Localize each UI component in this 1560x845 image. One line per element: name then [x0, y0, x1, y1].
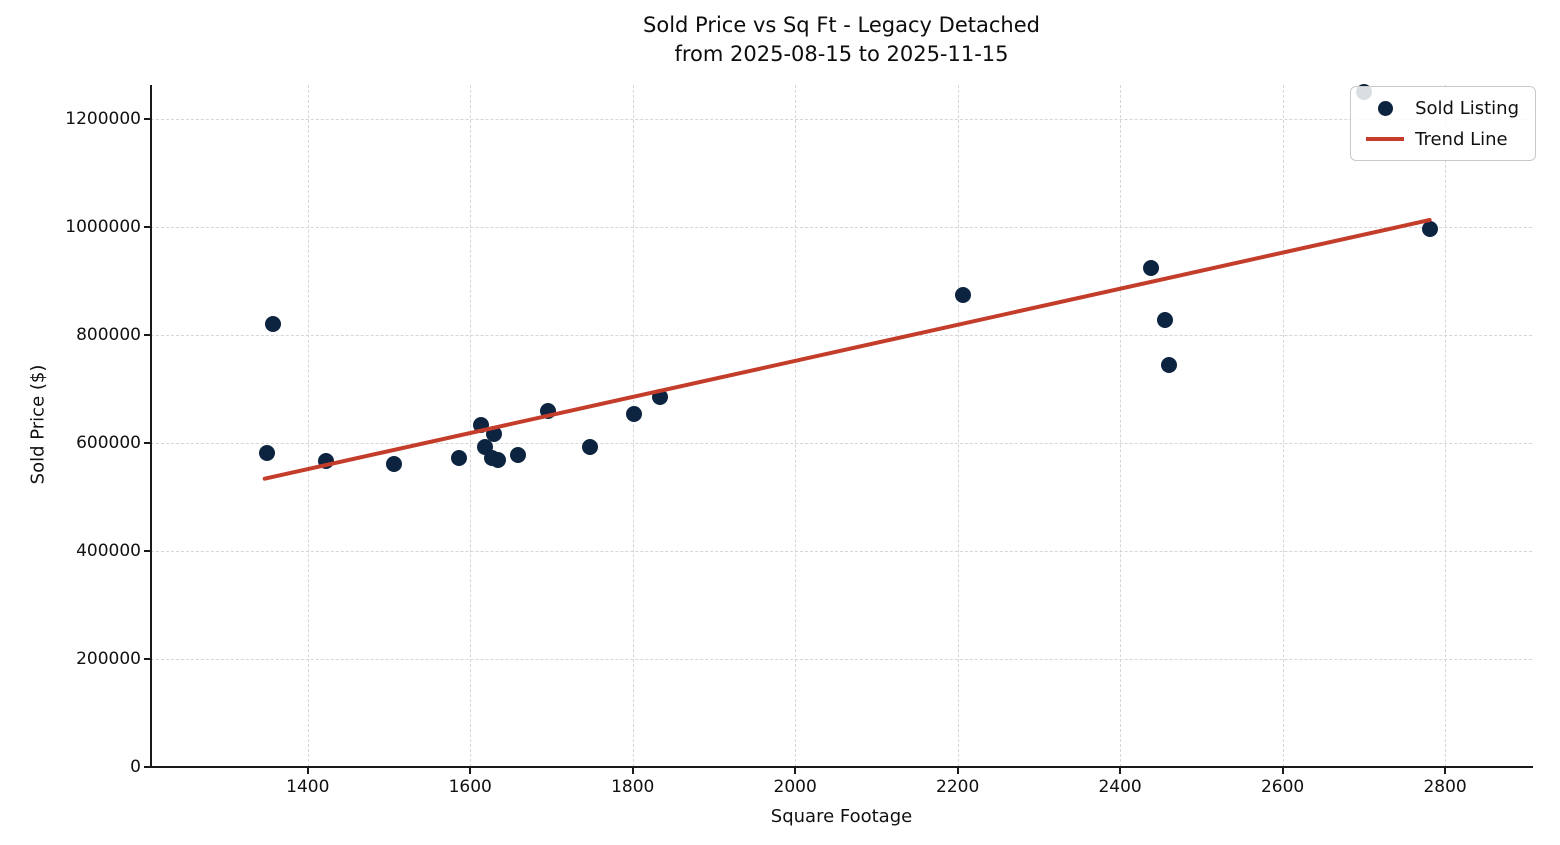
x-gridline	[307, 85, 309, 767]
scatter-point	[264, 316, 281, 333]
scatter-point	[489, 452, 506, 469]
y-tick-mark	[144, 766, 150, 768]
y-gridline	[151, 659, 1532, 660]
scatter-point	[510, 446, 527, 463]
scatter-point	[625, 406, 642, 423]
x-tick-mark	[306, 768, 309, 774]
x-tick-label: 2200	[936, 777, 980, 797]
x-axis-spine	[150, 766, 1533, 768]
y-tick-label: 800000	[76, 325, 141, 345]
scatter-point	[259, 445, 276, 462]
trend-line-icon	[1366, 137, 1405, 141]
x-gridline	[632, 85, 634, 767]
x-gridline	[957, 85, 959, 767]
y-tick-mark	[144, 118, 150, 121]
x-gridline	[1445, 85, 1447, 767]
x-tick-label: 1600	[448, 777, 492, 797]
y-gridline	[151, 335, 1532, 336]
x-tick-label: 2800	[1423, 777, 1467, 797]
legend-marker-cell	[1363, 100, 1407, 116]
chart-subtitle: from 2025-08-15 to 2025-11-15	[674, 42, 1009, 66]
x-tick-label: 1800	[611, 777, 655, 797]
y-gridline	[151, 227, 1532, 229]
y-tick-mark	[144, 226, 150, 229]
scatter-point	[385, 455, 402, 472]
scatter-point	[582, 439, 599, 456]
chart-title-block: Sold Price vs Sq Ft - Legacy Detached fr…	[151, 11, 1532, 69]
x-tick-label: 2000	[773, 777, 817, 797]
x-tick-mark	[469, 768, 472, 774]
scatter-dot-icon	[1377, 100, 1393, 116]
scatter-point	[955, 287, 972, 304]
scatter-point	[450, 450, 467, 467]
x-gridline	[1120, 85, 1122, 767]
y-axis-spine	[150, 85, 152, 768]
scatter-point	[1421, 220, 1438, 237]
legend-item-sold-listing: Sold Listing	[1363, 96, 1519, 120]
x-axis-label: Square Footage	[770, 806, 913, 827]
y-tick-label: 200000	[76, 649, 141, 669]
x-gridline	[470, 85, 472, 767]
chart-title: Sold Price vs Sq Ft - Legacy Detached	[643, 13, 1040, 37]
x-tick-label: 1400	[286, 777, 330, 797]
y-tick-mark	[144, 550, 150, 552]
x-tick-mark	[1281, 768, 1284, 774]
x-tick-label: 2600	[1260, 777, 1305, 797]
plot-area	[151, 84, 1532, 767]
scatter-point	[1143, 260, 1159, 277]
x-tick-mark	[1444, 768, 1447, 774]
scatter-point	[1156, 311, 1173, 328]
trend-line-svg	[262, 217, 1432, 481]
x-gridline	[795, 85, 797, 767]
trend-line	[262, 217, 1432, 481]
y-tick-label: 400000	[76, 541, 141, 561]
y-gridline	[151, 119, 1532, 121]
x-tick-mark	[956, 768, 959, 774]
legend-marker-cell	[1363, 137, 1407, 141]
x-tick-mark	[794, 768, 797, 774]
y-gridline	[151, 551, 1532, 552]
x-tick-label: 2400	[1098, 777, 1142, 797]
legend-item-trend-line: Trend Line	[1363, 127, 1519, 151]
y-tick-mark	[144, 442, 150, 444]
x-gridline	[1282, 85, 1284, 767]
y-gridline	[151, 443, 1532, 444]
y-tick-label: 600000	[76, 433, 141, 453]
x-tick-mark	[631, 768, 634, 774]
y-tick-label: 0	[130, 757, 141, 777]
y-axis-label: Sold Price ($)	[27, 364, 49, 485]
y-tick-mark	[144, 658, 150, 660]
y-tick-label: 1000000	[65, 217, 141, 238]
y-tick-mark	[144, 334, 150, 336]
x-tick-mark	[1119, 768, 1122, 774]
legend-label-sold-listing: Sold Listing	[1415, 97, 1519, 119]
legend: Sold Listing Trend Line	[1350, 86, 1536, 161]
scatter-point	[1160, 357, 1177, 374]
y-tick-label: 1200000	[65, 109, 141, 130]
legend-label-trend-line: Trend Line	[1415, 128, 1508, 150]
